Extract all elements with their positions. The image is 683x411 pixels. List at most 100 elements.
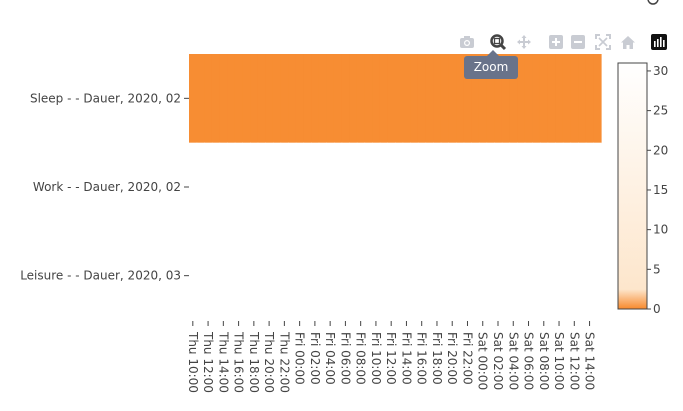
heatmap-cell[interactable] [417, 54, 427, 144]
heatmap-cell[interactable] [265, 142, 274, 232]
heatmap-cell[interactable] [509, 142, 518, 232]
heatmap-cell[interactable] [539, 231, 549, 321]
heatmap-cell[interactable] [349, 54, 358, 144]
heatmap-cell[interactable] [456, 142, 465, 232]
heatmap-cell[interactable] [562, 54, 572, 144]
heatmap-cell[interactable] [471, 142, 480, 232]
heatmap-cell[interactable] [570, 231, 579, 321]
heatmap-cell[interactable] [471, 231, 480, 321]
heatmap-cell[interactable] [227, 54, 236, 144]
heatmap-cell[interactable] [311, 231, 320, 321]
heatmap-cell[interactable] [578, 54, 587, 144]
heatmap-cell[interactable] [379, 231, 388, 321]
heatmap-cell[interactable] [341, 231, 350, 321]
heatmap-cell[interactable] [265, 54, 274, 144]
heatmap-cell[interactable] [555, 54, 564, 144]
heatmap-cell[interactable] [288, 142, 297, 232]
heatmap-cell[interactable] [478, 231, 488, 321]
heatmap-cell[interactable] [333, 142, 343, 232]
heatmap-cell[interactable] [387, 54, 396, 144]
heatmap-cell[interactable] [234, 54, 244, 144]
heatmap-cell[interactable] [524, 231, 533, 321]
heatmap-cell[interactable] [227, 142, 236, 232]
heatmap-cell[interactable] [585, 231, 594, 321]
heatmap-cell[interactable] [211, 142, 221, 232]
heatmap-cell[interactable] [196, 54, 205, 144]
heatmap-cell[interactable] [379, 54, 388, 144]
heatmap-cell[interactable] [463, 231, 472, 321]
heatmap-cell[interactable] [288, 231, 297, 321]
heatmap-cell[interactable] [532, 54, 541, 144]
heatmap-cell[interactable] [219, 54, 228, 144]
heatmap-cell[interactable] [517, 142, 526, 232]
heatmap-cell[interactable] [211, 54, 221, 144]
heatmap-cell[interactable] [410, 54, 419, 144]
heatmap-cell[interactable] [257, 142, 266, 232]
heatmap-cell[interactable] [440, 142, 450, 232]
heatmap-cell[interactable] [242, 54, 251, 144]
heatmap-cell[interactable] [204, 54, 213, 144]
heatmap-cell[interactable] [486, 231, 495, 321]
heatmap-cell[interactable] [257, 54, 266, 144]
heatmap-cell[interactable] [242, 231, 251, 321]
heatmap-cell[interactable] [280, 54, 289, 144]
heatmap-cell[interactable] [440, 231, 450, 321]
heatmap-cell[interactable] [501, 142, 511, 232]
heatmap-cell[interactable] [456, 231, 465, 321]
heatmap-cell[interactable] [448, 142, 457, 232]
heatmap-cell[interactable] [219, 142, 228, 232]
heatmap-cell[interactable] [494, 54, 503, 144]
pan-icon[interactable] [515, 32, 533, 52]
heatmap-cell[interactable] [196, 142, 205, 232]
reset-axes-icon[interactable] [619, 32, 637, 52]
heatmap-cell[interactable] [356, 54, 366, 144]
heatmap-grid[interactable] [189, 54, 602, 321]
heatmap-cell[interactable] [562, 142, 572, 232]
plotly-logo-icon[interactable] [650, 32, 668, 52]
heatmap-cell[interactable] [372, 142, 381, 232]
heatmap-cell[interactable] [234, 231, 244, 321]
heatmap-cell[interactable] [349, 142, 358, 232]
heatmap-cell[interactable] [593, 54, 602, 144]
heatmap-cell[interactable] [578, 142, 587, 232]
heatmap-cell[interactable] [585, 54, 594, 144]
zoom-icon[interactable] [489, 32, 507, 52]
heatmap-cell[interactable] [417, 231, 427, 321]
heatmap-cell[interactable] [448, 231, 457, 321]
heatmap-cell[interactable] [570, 142, 579, 232]
heatmap-cell[interactable] [295, 142, 305, 232]
heatmap-cell[interactable] [326, 54, 335, 144]
heatmap-cell[interactable] [204, 231, 213, 321]
heatmap-cell[interactable] [555, 142, 564, 232]
heatmap-cell[interactable] [539, 54, 549, 144]
heatmap-cell[interactable] [410, 142, 419, 232]
heatmap-cell[interactable] [547, 231, 556, 321]
heatmap-cell[interactable] [471, 54, 480, 144]
heatmap-cell[interactable] [341, 142, 350, 232]
heatmap-cell[interactable] [593, 231, 602, 321]
heatmap-cell[interactable] [547, 54, 556, 144]
heatmap-cell[interactable] [272, 231, 282, 321]
heatmap-cell[interactable] [478, 54, 488, 144]
heatmap-cell[interactable] [517, 54, 526, 144]
heatmap-cell[interactable] [341, 54, 350, 144]
heatmap-cell[interactable] [463, 142, 472, 232]
heatmap-cell[interactable] [509, 54, 518, 144]
heatmap-cell[interactable] [280, 142, 289, 232]
heatmap-cell[interactable] [387, 231, 396, 321]
heatmap-cell[interactable] [364, 231, 373, 321]
heatmap-cell[interactable] [532, 231, 541, 321]
heatmap-cell[interactable] [372, 54, 381, 144]
heatmap-cell[interactable] [425, 54, 434, 144]
heatmap-cell[interactable] [494, 142, 503, 232]
heatmap-cell[interactable] [486, 54, 495, 144]
heatmap-cell[interactable] [417, 142, 427, 232]
heatmap-cell[interactable] [189, 54, 198, 144]
heatmap-cell[interactable] [280, 231, 289, 321]
heatmap-cell[interactable] [524, 54, 533, 144]
heatmap-cell[interactable] [395, 231, 404, 321]
heatmap-cell[interactable] [326, 142, 335, 232]
heatmap-cell[interactable] [234, 142, 244, 232]
heatmap-cell[interactable] [555, 231, 564, 321]
zoom-in-icon[interactable] [547, 32, 565, 52]
